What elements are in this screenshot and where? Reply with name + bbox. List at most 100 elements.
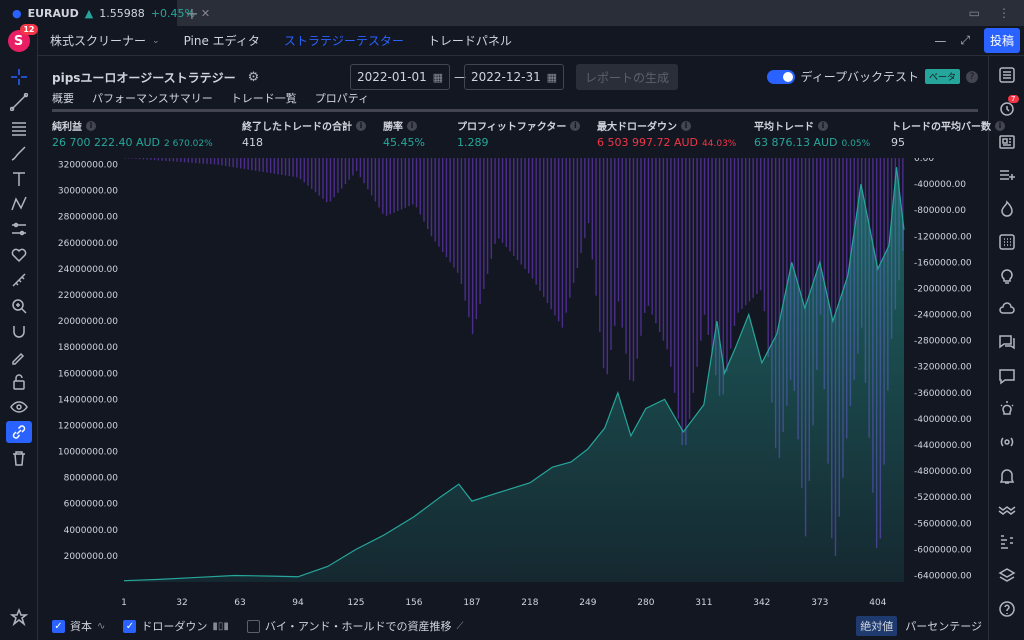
new-tab-button[interactable]: + — [185, 3, 199, 23]
strategy-name[interactable]: pipsユーロオージーストラテジー — [52, 70, 236, 85]
info-icon[interactable]: i — [818, 120, 828, 131]
tab-strategy-tester[interactable]: ストラテジーテスター — [272, 32, 416, 49]
chat-icon[interactable] — [994, 329, 1020, 355]
dom-icon[interactable] — [994, 529, 1020, 555]
help-icon[interactable]: ? — [966, 70, 978, 83]
drawdown-bar — [165, 158, 167, 161]
date-from-field[interactable]: 2022-01-01 ▦ — [350, 64, 450, 90]
drawdown-bar — [393, 158, 395, 213]
subtab-properties[interactable]: プロパティ — [314, 92, 370, 105]
x-tick-label: 280 — [637, 598, 654, 608]
y-left-tick-label: 28000000.00 — [58, 213, 118, 223]
minimize-icon[interactable]: — — [934, 33, 947, 48]
legend-buy-hold[interactable]: バイ・アンド・ホールドでの資産推移 ⟋ — [246, 618, 463, 634]
cloud-chat-icon[interactable] — [994, 296, 1020, 322]
help-circle-icon[interactable] — [994, 596, 1020, 622]
layers-icon[interactable] — [994, 563, 1020, 589]
avatar[interactable]: S 12 — [7, 24, 38, 52]
browser-tab-bar: ● EURAUD ▲ 1.55988 +0.45% ✕ + ▭ ⋮ — [0, 0, 1024, 26]
broadcast-icon[interactable] — [994, 429, 1020, 455]
info-icon[interactable]: i — [356, 120, 366, 131]
crosshair-icon[interactable] — [6, 66, 32, 88]
trend-line-icon[interactable] — [6, 91, 32, 113]
lock-icon[interactable] — [6, 371, 32, 393]
gear-icon[interactable]: ⚙ — [247, 69, 260, 85]
prediction-icon[interactable] — [6, 218, 32, 240]
horizontal-lines-icon[interactable] — [6, 117, 32, 139]
drawdown-bar — [213, 158, 216, 165]
drawdown-bar — [569, 158, 571, 298]
drawdown-bar — [486, 158, 489, 274]
drawdown-bar — [483, 158, 485, 289]
brush-icon[interactable] — [6, 142, 32, 164]
date-to-value: 2022-12-31 — [471, 70, 541, 84]
add-list-icon[interactable] — [994, 162, 1020, 188]
heart-icon[interactable] — [6, 244, 32, 266]
drawdown-bar — [157, 158, 160, 161]
legend-drawdown[interactable]: ✓ ドローダウン ▮▯▮ — [123, 618, 229, 634]
equity-chart[interactable]: 2000000.00 4000000.00 6000000.00 8000000.00… — [38, 154, 988, 618]
info-icon[interactable]: i — [995, 120, 1005, 131]
eye-icon[interactable] — [6, 396, 32, 418]
date-to-field[interactable]: 2022-12-31 ▦ — [464, 64, 564, 90]
y-right-tick-label: -4800000.00 — [914, 467, 972, 477]
drawdown-bar — [221, 158, 223, 166]
drawdown-bar — [445, 158, 448, 258]
tab-pine-editor[interactable]: Pine エディタ — [172, 32, 272, 49]
message-icon[interactable] — [994, 363, 1020, 389]
y-right-tick-label: -5600000.00 — [914, 519, 972, 529]
drawdown-bar — [172, 158, 175, 162]
drawdown-bar — [587, 158, 590, 224]
alarm-icon[interactable]: 7 — [994, 95, 1020, 121]
zoom-in-icon[interactable] — [6, 295, 32, 317]
subtab-trade-list[interactable]: トレード一覧 — [230, 92, 297, 105]
idea-bulb-icon[interactable] — [994, 262, 1020, 288]
absolute-button[interactable]: 絶対値 — [856, 616, 898, 636]
subtab-performance-summary[interactable]: パフォーマンスサマリー — [92, 92, 213, 105]
drawdown-bar — [340, 158, 343, 189]
lock-pencil-icon[interactable] — [6, 345, 32, 367]
more-icon[interactable]: ⋮ — [998, 6, 1010, 20]
info-icon[interactable]: i — [407, 120, 417, 131]
post-button[interactable]: 投稿 — [983, 28, 1020, 53]
checkbox-unchecked-icon[interactable] — [246, 619, 260, 633]
drawdown-bar — [183, 158, 186, 163]
y-right-tick-label: 0.00 — [914, 158, 934, 164]
pattern-icon[interactable] — [6, 193, 32, 215]
checkbox-checked-icon[interactable]: ✓ — [123, 619, 137, 633]
drawdown-bar — [748, 158, 751, 302]
news-icon[interactable] — [994, 129, 1020, 155]
layout-icon[interactable]: ▭ — [968, 6, 980, 20]
info-icon[interactable]: i — [570, 120, 581, 131]
bell-icon[interactable] — [994, 463, 1020, 489]
close-tab-icon[interactable]: ✕ — [200, 6, 211, 20]
hint-bulb-icon[interactable] — [994, 396, 1020, 422]
ruler-icon[interactable] — [6, 269, 32, 291]
legend-equity[interactable]: ✓ 資本 ∿ — [52, 618, 105, 634]
calendar-grid-icon[interactable] — [994, 229, 1020, 255]
text-icon[interactable] — [6, 168, 32, 190]
watchlist-icon[interactable] — [994, 62, 1020, 88]
x-tick-label: 342 — [753, 598, 770, 608]
tab-trading-panel[interactable]: トレードパネル — [416, 32, 524, 49]
drawdown-bar — [782, 158, 784, 432]
metric-label: 終了したトレードの合計 — [242, 122, 352, 133]
maximize-icon[interactable]: ⤢ — [960, 33, 970, 47]
trash-icon[interactable] — [6, 447, 32, 469]
star-icon[interactable] — [6, 606, 32, 628]
subtab-overview[interactable]: 概要 — [52, 92, 74, 105]
y-left-tick-label: 26000000.00 — [58, 239, 118, 249]
deep-backtest-toggle[interactable] — [766, 69, 795, 84]
tab-stock-screener[interactable]: 株式スクリーナー ⌄ — [38, 32, 172, 49]
wave-icon[interactable] — [994, 496, 1020, 522]
checkbox-checked-icon[interactable]: ✓ — [52, 619, 65, 633]
info-icon[interactable]: i — [86, 120, 96, 131]
magnet-icon[interactable] — [6, 320, 32, 342]
info-icon[interactable]: i — [681, 120, 691, 131]
link-icon[interactable] — [5, 421, 32, 444]
percentage-button[interactable]: パーセンテージ — [905, 620, 982, 633]
fire-icon[interactable] — [994, 196, 1020, 222]
drawdown-bar — [539, 158, 541, 291]
symbol-tab[interactable]: ● EURAUD ▲ 1.55988 +0.45% ✕ — [0, 0, 210, 26]
generate-report-button[interactable]: レポートの生成 — [576, 64, 678, 90]
